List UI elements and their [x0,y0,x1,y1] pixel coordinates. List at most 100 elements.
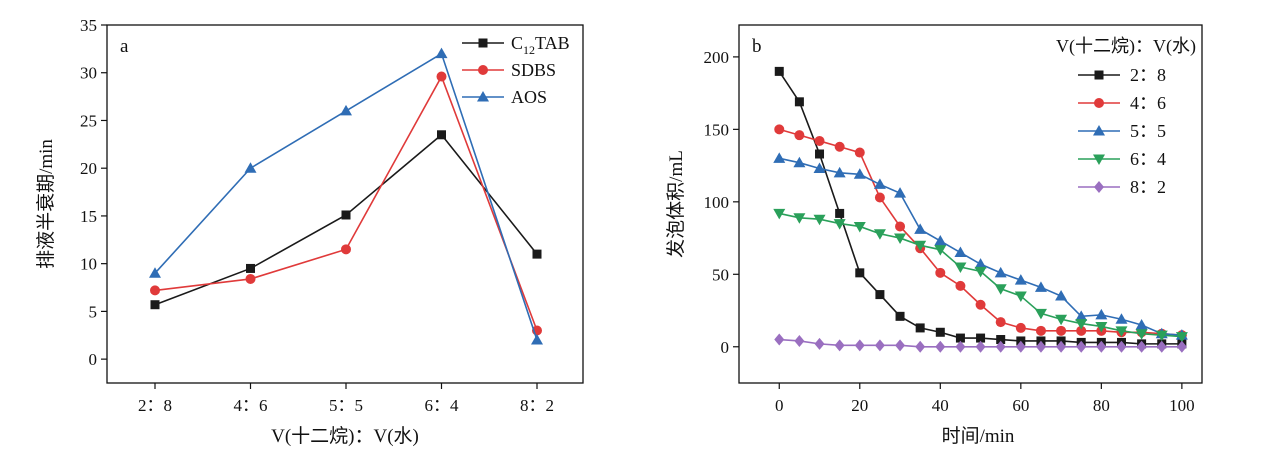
data-point [1095,308,1108,320]
series-c12tab [150,130,542,310]
y-tick-label: 150 [704,120,730,139]
y-tick-label: 35 [80,16,97,35]
chart-b-ylabel: 发泡体积/mL [665,150,687,258]
data-point [955,340,966,353]
data-point [793,156,806,168]
data-point [813,162,826,173]
data-point [853,168,866,179]
data-point [875,290,885,300]
data-point [835,208,845,218]
data-point [854,339,865,352]
chart-a: a 0 5 10 15 20 25 30 35 2：8 4：6 5：5 6：4 8：2 C12TAB SD… [35,16,584,447]
data-point [1075,310,1088,321]
x-tick-label: 20 [851,396,868,415]
data-point [1116,340,1127,353]
data-point [1136,340,1147,353]
data-point [341,210,351,220]
y-tick-label: 0 [721,338,730,357]
data-point [814,337,825,350]
data-point [976,333,986,343]
data-point [435,47,448,59]
legend-label: C12TAB [511,33,570,57]
legend-marker [1094,181,1104,193]
data-point [855,268,865,278]
x-tick-label: 2：8 [138,396,172,415]
data-point [1096,340,1107,353]
data-point [975,299,986,310]
y-tick-label: 10 [80,255,97,274]
series-aos [149,47,543,345]
chart-a-ylabel: 排液半衰期/min [35,139,57,269]
data-point [1056,340,1067,353]
y-tick-label: 200 [704,48,730,67]
data-point [794,130,805,141]
data-point [1035,325,1046,336]
legend-label: AOS [511,87,547,107]
data-point [793,213,806,224]
data-point [995,340,1006,353]
data-point [815,149,825,159]
series-sdbs [150,71,542,336]
data-point [894,187,907,198]
data-point [854,147,865,158]
data-point [1056,325,1067,336]
data-point [1034,308,1047,320]
data-point [1015,322,1026,333]
chart-b-axes: 0 50 100 150 200 0 20 40 60 80 100 [704,48,1195,415]
legend-marker [1093,154,1105,165]
data-point [245,273,256,284]
data-point [974,258,987,269]
chart-b-legend: V(十二烷)：V(水) 2：8 4：6 5：5 6：4 8：2 [1056,36,1196,197]
legend-label: 8：2 [1130,177,1166,197]
chart-b-xlabel: 时间/min [942,425,1015,447]
y-tick-label: 20 [80,159,97,178]
data-point [874,339,885,352]
legend-marker [477,91,489,102]
data-point [150,285,160,296]
data-point [341,244,351,255]
data-point [974,266,987,278]
chart-b-series [773,66,1188,353]
data-point [1135,329,1148,340]
x-tick-label: 60 [1012,396,1029,415]
chart-a-panel-label: a [120,36,129,57]
data-point [1155,330,1168,342]
data-point [1156,340,1167,353]
legend-marker [1094,70,1104,80]
data-point [834,339,845,352]
data-point [996,335,1006,345]
data-point [531,334,543,345]
data-point [954,262,967,274]
data-point [873,229,886,240]
x-tick-label: 0 [775,396,784,415]
y-tick-label: 50 [712,265,729,284]
y-tick-label: 15 [80,207,97,226]
data-point [1035,340,1046,353]
data-point [1055,290,1068,301]
data-point [994,266,1007,278]
legend-label: SDBS [511,60,556,80]
x-tick-label: 4：6 [234,396,268,415]
legend-marker [1093,125,1105,136]
data-point [149,267,161,278]
legend-marker [478,38,488,48]
data-point [833,219,846,230]
data-point [437,130,446,140]
data-point [150,300,160,310]
data-point [915,340,926,353]
data-point [1076,340,1087,353]
data-point [774,333,785,346]
x-tick-label: 40 [932,396,949,415]
data-point [995,317,1006,328]
x-tick-label: 100 [1169,396,1195,415]
data-point [895,311,905,321]
legend-marker [1094,98,1104,108]
y-tick-label: 5 [89,302,98,321]
data-point [813,214,826,226]
x-tick-label: 8：2 [520,396,554,415]
chart-a-frame [106,24,584,384]
series-6-4 [773,208,1188,343]
data-point [1076,325,1087,336]
y-tick-label: 30 [80,64,97,83]
